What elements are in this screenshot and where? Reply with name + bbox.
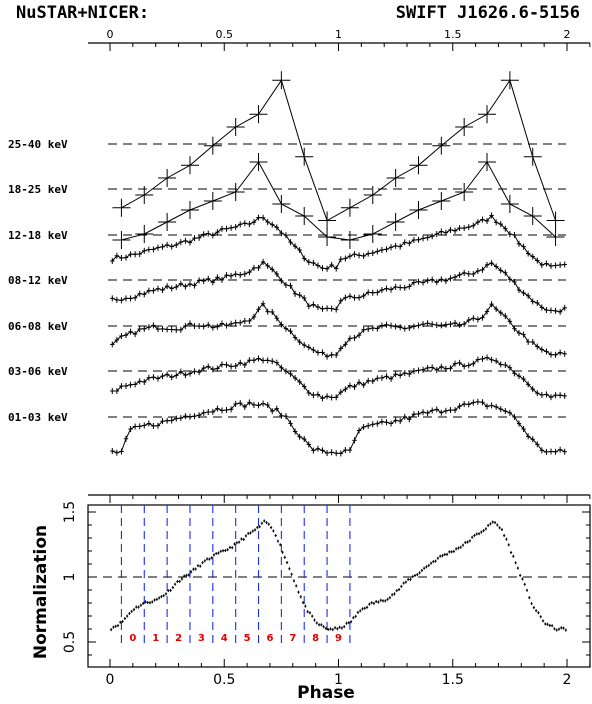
profile-line <box>112 356 565 399</box>
x-tick-label: 0.5 <box>213 672 235 688</box>
y-tick-label: 1.5 <box>62 501 78 523</box>
phase-bin-label: 4 <box>221 633 228 644</box>
top-tick-label: 0.5 <box>216 28 234 41</box>
profile-line <box>121 79 557 222</box>
normalization-profile: 0 1 2 3 4 5 6 7 8 9 <box>110 505 567 644</box>
energy-band-label: 06-08 keV <box>8 320 68 333</box>
phase-bin-label: 5 <box>244 633 251 644</box>
title-left: NuSTAR+NICER: <box>16 3 149 23</box>
phase-bin-label: 7 <box>289 633 296 644</box>
y-tick-label: 1 <box>62 573 78 582</box>
y-axis-label: Normalization <box>31 525 51 659</box>
bottom-panel-frame: 0 0.5 1 1.5 2 0.5 1 1.5 <box>62 494 591 688</box>
phase-bin-label: 2 <box>175 633 182 644</box>
phase-bin-label: 1 <box>152 633 159 644</box>
x-tick-label: 1 <box>334 672 343 688</box>
top-tick-label: 1.5 <box>444 28 462 41</box>
phase-bin-label: 9 <box>335 633 342 644</box>
x-tick-label: 1.5 <box>442 672 464 688</box>
profile-line <box>112 261 566 313</box>
x-tick-label: 0 <box>106 672 115 688</box>
title-right: SWIFT J1626.6-5156 <box>396 3 580 23</box>
profile-line <box>112 401 565 454</box>
y-tick-label: 0.5 <box>62 631 78 653</box>
energy-resolved-profiles: 25-40 keV 18-25 keV 12-18 keV 08-12 keV 06-0… <box>8 71 567 457</box>
phase-bin-label: 3 <box>198 633 205 644</box>
x-axis-label: Phase <box>297 683 355 703</box>
x-tick-label: 2 <box>563 672 572 688</box>
top-tick-label: 0 <box>107 28 114 41</box>
profile-line <box>111 302 565 358</box>
phase-bin-label: 6 <box>266 633 273 644</box>
top-tick-label: 2 <box>564 28 571 41</box>
phase-bin-label: 8 <box>312 633 319 644</box>
energy-band-label: 03-06 keV <box>8 365 68 378</box>
phase-bin-label: 0 <box>129 633 136 644</box>
energy-band-label: 01-03 keV <box>8 411 68 424</box>
top-phase-axis: 0 0.5 1 1.5 2 <box>88 28 591 51</box>
top-tick-label: 1 <box>335 28 342 41</box>
energy-band-label: 08-12 keV <box>8 274 68 287</box>
energy-band-label: 18-25 keV <box>8 183 68 196</box>
energy-band-label: 25-40 keV <box>8 138 68 151</box>
energy-band-label: 12-18 keV <box>8 229 68 242</box>
profile-line <box>121 161 556 241</box>
profile-line <box>111 214 565 270</box>
